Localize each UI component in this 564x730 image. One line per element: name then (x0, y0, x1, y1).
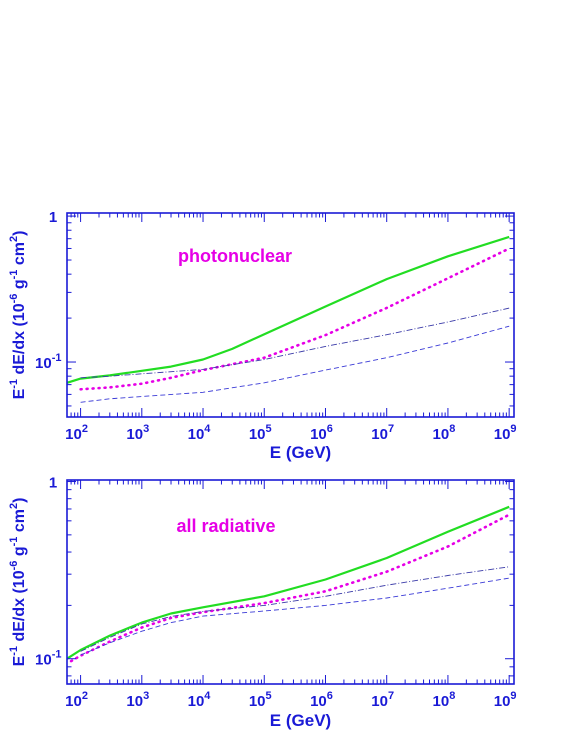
y-tick-label: 1 (49, 209, 57, 226)
x-tick-label: 102 (65, 690, 88, 710)
y-tick-label: 1 (49, 475, 57, 492)
x-tick-label: 102 (65, 423, 88, 443)
panel-2: 102 103 104 105 106 107 108 109 10-1 1 E (GeV) E-1 … (8, 475, 517, 730)
series-dashdot-line (80, 566, 510, 652)
series-solid-line (67, 235, 510, 384)
x-tick-label: 109 (494, 423, 517, 443)
x-tick-label: 107 (371, 423, 394, 443)
panel-annotation: photonuclear (178, 246, 292, 266)
panel-1: 102 103 104 105 106 107 108 109 10-1 1 E (GeV) E-1 … (8, 209, 517, 462)
y-axis-title: E-1 dE/dx (10-6 g-1 cm2) (8, 498, 28, 667)
y-ticks (67, 215, 514, 407)
x-tick-label: 109 (494, 690, 517, 710)
x-tick-label: 105 (249, 690, 272, 710)
x-axis-title: E (GeV) (270, 443, 331, 462)
x-tick-label: 108 (433, 423, 456, 443)
y-ticks (67, 481, 514, 677)
series-dashdot-line (80, 307, 510, 379)
x-tick-label: 106 (310, 423, 333, 443)
y-tick-label: 10-1 (35, 649, 61, 669)
series-dotted-line (69, 513, 511, 663)
x-tick-label: 103 (126, 423, 149, 443)
panel-annotation: all radiative (176, 516, 275, 536)
x-tick-label: 104 (188, 690, 212, 710)
plot-frame (66, 479, 515, 685)
y-tick-label: 10-1 (35, 352, 61, 372)
series-solid-line (67, 505, 510, 660)
x-tick-label: 103 (126, 690, 149, 710)
x-tick-label: 104 (188, 423, 212, 443)
series-dotted-line (79, 247, 511, 391)
x-ticks (66, 213, 510, 417)
y-axis-title: E-1 dE/dx (10-6 g-1 cm2) (8, 231, 28, 400)
x-tick-label: 106 (310, 690, 333, 710)
x-ticks (66, 480, 510, 684)
series-dashed-line (80, 577, 510, 656)
x-tick-label: 105 (249, 423, 272, 443)
x-tick-label: 108 (433, 690, 456, 710)
x-tick-label: 107 (371, 690, 394, 710)
plot-frame (66, 212, 515, 418)
series-dashed-line (80, 325, 510, 403)
x-axis-title: E (GeV) (270, 711, 331, 730)
